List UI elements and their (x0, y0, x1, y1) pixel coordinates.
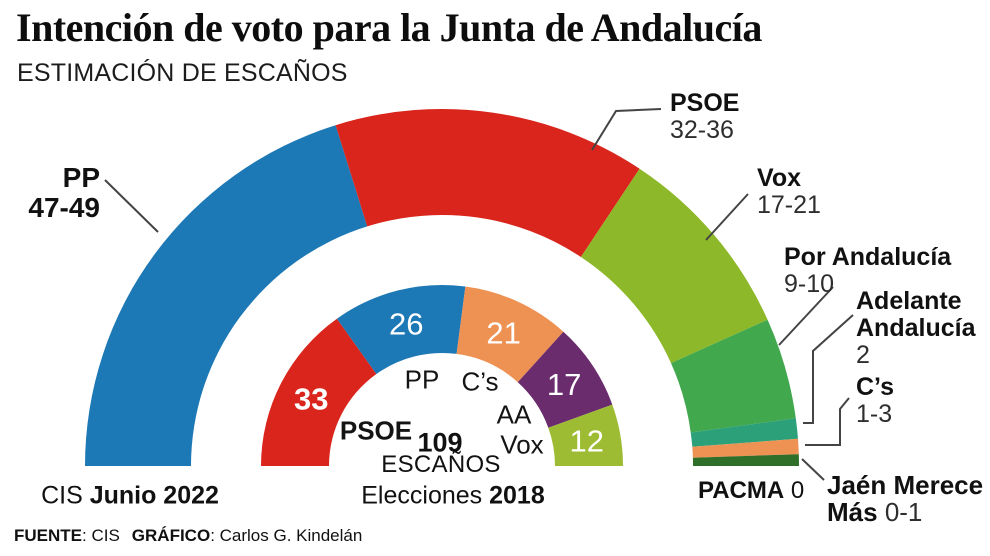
outer-ring-caption-bold: Junio 2022 (89, 481, 219, 510)
psoe-leader-line (591, 108, 662, 151)
footer-credits: FUENTE: CIS GRÁFICO: Carlos G. Kindelán (14, 526, 362, 546)
inner-seat-value-pp: 26 (389, 306, 423, 341)
callout-adelante-name-line2: Andalucía (856, 314, 976, 342)
callout-vox-name: Vox (757, 164, 801, 192)
inner-label-aa: AA (496, 399, 532, 430)
total-seats-value: 109 (417, 427, 463, 458)
chart-title: Intención de voto para la Junta de Andal… (16, 5, 762, 50)
leader-lines (104, 108, 854, 481)
callout-adelante-name-line1: Adelante (856, 287, 962, 315)
callout-pacma-name: PACMA (698, 477, 785, 504)
inner-seat-value-vox: 12 (570, 424, 604, 459)
inner-label-cs: C’s (461, 366, 499, 397)
inner-label-pp: PP (404, 364, 440, 395)
inner-ring-caption-prefix: Elecciones (361, 481, 490, 510)
outer-segment-jaen-merece-mas (692, 454, 799, 466)
inner-seat-value-c-s: 21 (486, 315, 520, 350)
callout-adelante-range: 2 (856, 341, 870, 369)
callout-por-andalucia-name: Por Andalucía (784, 243, 952, 271)
callout-psoe-range: 32-36 (670, 116, 734, 144)
callout-psoe: PSOE 32-36 (670, 90, 739, 144)
inner-segment-vox (548, 404, 624, 466)
callout-pacma-range: 0 (790, 477, 805, 504)
inner-segment-c-s (456, 286, 564, 383)
outer-segment-por-andalucia (671, 319, 796, 433)
callout-vox-range: 17-21 (757, 191, 821, 219)
inner-segment-pp (336, 284, 466, 374)
pp-leader-line (104, 179, 159, 233)
inner-label-psoe: PSOE (339, 415, 413, 446)
callout-jaen-range: 0-1 (884, 497, 923, 527)
callout-jaen-name-line1: Jaén Merece (827, 470, 984, 500)
arc-values: 33 26 21 17 12 (294, 306, 604, 458)
callout-pp: PP 47-49 (28, 163, 100, 223)
callout-vox: Vox 17-21 (757, 165, 821, 219)
adelante-leader-line (803, 314, 854, 424)
source-label: FUENTE (14, 526, 82, 545)
callout-pacma: PACMA 0 (698, 477, 804, 505)
inner-seat-value-psoe: 33 (294, 382, 328, 417)
callout-psoe-name: PSOE (670, 89, 740, 117)
inner-segment-psoe (261, 318, 377, 466)
credit-label: GRÁFICO (131, 526, 211, 545)
total-seats-label: ESCAÑOS (381, 451, 501, 478)
outer-segment-c-s (692, 438, 799, 458)
outer-segment-adelante-andalucia (690, 418, 798, 447)
inner-ring-caption-bold: 2018 (489, 481, 545, 510)
callout-cs-name: C’s (856, 373, 894, 401)
callout-por-andalucia-range: 9-10 (784, 270, 835, 298)
callout-cs: C’s 1-3 (856, 374, 894, 428)
inner-ring-caption: Elecciones 2018 (361, 482, 544, 511)
callout-jaen-merece-mas: Jaén Merece Más 0-1 (827, 472, 983, 526)
callout-adelante-andalucia: Adelante Andalucía 2 (856, 288, 975, 369)
outer-ring-caption-prefix: CIS (41, 481, 90, 510)
outer-ring-caption: CIS Junio 2022 (41, 482, 219, 511)
por-andalucia-leader-line (778, 286, 834, 346)
source-value: : CIS (82, 526, 120, 545)
jaen-leader-line (801, 458, 825, 481)
outer-segment-pp (85, 125, 368, 466)
callout-cs-range: 1-3 (856, 400, 893, 428)
arc-segments (85, 108, 799, 466)
vox-leader-line (705, 193, 749, 241)
inner-segment-aa (517, 331, 613, 428)
callout-jaen-name-line2: Más 0-1 (827, 497, 922, 527)
chart-subtitle: ESTIMACIÓN DE ESCAÑOS (17, 59, 348, 87)
inner-seat-value-aa: 17 (547, 367, 581, 402)
outer-segment-vox (580, 168, 768, 364)
credit-value: : Carlos G. Kindelán (210, 526, 363, 545)
callout-pp-range: 47-49 (28, 192, 100, 223)
inner-label-vox: Vox (500, 429, 544, 460)
outer-segment-psoe (335, 108, 640, 257)
callout-por-andalucia: Por Andalucía 9-10 (784, 244, 951, 298)
callout-pp-name: PP (62, 162, 100, 193)
cs-leader-line (805, 397, 850, 446)
callout-jaen-name-line2-bold: Más (827, 497, 885, 527)
